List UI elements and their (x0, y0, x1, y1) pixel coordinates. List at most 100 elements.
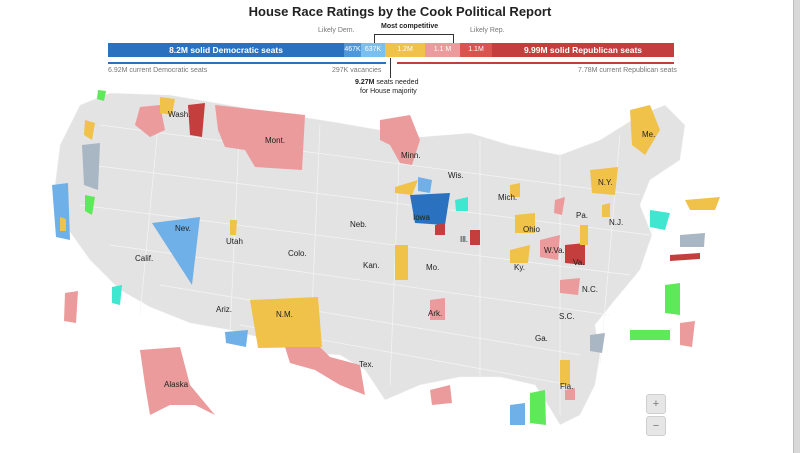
nj-yellow (602, 203, 610, 217)
ne-red-strip (670, 253, 700, 261)
mich-yellow (510, 183, 520, 197)
state-label-va: Va. (573, 258, 584, 267)
state-label-nj: N.J. (609, 218, 623, 227)
state-label-mich: Mich. (498, 193, 517, 202)
state-label-wis: Wis. (448, 171, 464, 180)
zoom-in-button[interactable]: + (646, 394, 666, 414)
state-label-mont: Mont. (265, 136, 285, 145)
bar-segment-solid-rep: 9.99M solid Republican seats (492, 43, 674, 57)
utah-yellow (230, 220, 237, 235)
likely-rep-label: Likely Rep. (470, 27, 505, 34)
majority-needed-label: 9.27M seats needed (355, 79, 418, 86)
fla-red (565, 388, 575, 400)
nm-yellow (250, 297, 322, 348)
state-label-alaska: Alaska (164, 380, 189, 389)
ill-red (470, 230, 480, 245)
bar-segment-solid-dem: 8.2M solid Democratic seats (108, 43, 344, 57)
calif-red (64, 291, 78, 323)
fla-yellow (560, 360, 570, 385)
current-rep-line (397, 62, 674, 64)
state-label-ohio: Ohio (523, 225, 540, 234)
wash-district-red (135, 105, 165, 137)
ky-yellow (510, 245, 530, 263)
most-competitive-label: Most competitive (381, 23, 439, 30)
ga-green (665, 283, 680, 315)
state-label-pa: Pa. (576, 211, 588, 220)
minn-red (380, 115, 420, 165)
zoom-out-button[interactable]: − (646, 416, 666, 436)
current-dem-line (108, 62, 386, 64)
iowa-blue (410, 193, 450, 225)
coast-yellow (84, 120, 95, 140)
wva-red (540, 235, 560, 260)
state-label-wash: Wash. (168, 110, 190, 119)
bar-segment-tossup: 1.2M (385, 43, 425, 57)
state-label-iowa: Iowa (413, 213, 430, 222)
state-label-me: Me. (642, 130, 655, 139)
ne-cyan (650, 210, 670, 230)
ny-yellow (590, 167, 618, 195)
sc-slate (590, 333, 605, 353)
state-label-calif: Calif. (135, 254, 153, 263)
page-margin (0, 0, 30, 453)
me-yellow (630, 105, 660, 155)
wis-blue (418, 177, 432, 193)
state-label-nm: N.M. (276, 310, 293, 319)
state-label-nc: N.C. (582, 285, 598, 294)
nev-blue (152, 217, 200, 285)
state-label-sc: S.C. (559, 312, 575, 321)
alaska-red (140, 347, 215, 415)
state-label-neb: Neb. (350, 220, 367, 229)
ariz-blue (225, 330, 248, 347)
majority-marker (390, 58, 391, 78)
neb-cyan (455, 197, 468, 211)
state-label-ga: Ga. (535, 334, 548, 343)
wash-district-yellow (160, 97, 175, 115)
likely-dem-label: Likely Dem. (318, 27, 355, 34)
ohio-yellow (515, 213, 535, 233)
wis-yellow (395, 180, 418, 195)
us-house-map[interactable]: Wash. Mont. Minn. Wis. Mich. N.Y. Me. Pa… (40, 85, 760, 445)
bar-segment-lean-rep: 1.1 M (425, 43, 460, 57)
va-red (565, 243, 585, 265)
iowa-red (435, 223, 445, 235)
state-label-ark: Ark. (428, 309, 442, 318)
state-label-ariz: Ariz. (216, 305, 232, 314)
bar-segment-likely-dem: 467K (344, 43, 361, 57)
calif-green (85, 195, 95, 215)
gulf-red (430, 385, 452, 405)
majority-needed-text2: for House majority (360, 88, 417, 95)
state-label-kan: Kan. (363, 261, 379, 270)
vacancies-label: 297K vacancies (332, 67, 382, 74)
ark-red (430, 298, 445, 320)
va-yellow (580, 225, 588, 245)
mont-red (215, 105, 305, 170)
current-dem-label: 6.92M current Democratic seats (108, 67, 208, 74)
nc-red (560, 278, 580, 295)
state-label-mo: Mo. (426, 263, 439, 272)
state-label-colo: Colo. (288, 249, 307, 258)
current-rep-label: 7.78M current Republican seats (578, 67, 677, 74)
ga-red (680, 321, 695, 347)
iowa-yellow-east (395, 245, 408, 280)
bar-segment-likely-rep: 1.1M (460, 43, 492, 57)
calif-cyan (112, 285, 122, 305)
state-label-minn: Minn. (401, 151, 421, 160)
gulf-green (530, 390, 546, 425)
state-label-ny: N.Y. (598, 178, 613, 187)
state-label-nev: Nev. (175, 224, 191, 233)
calif-yellow (60, 217, 66, 231)
seat-ratings-bar: 8.2M solid Democratic seats 467K 637K 1.2M 1… (108, 43, 674, 57)
wash-west-red (188, 103, 205, 137)
us-base-shape (54, 92, 686, 426)
state-label-fla: Fla. (560, 382, 573, 391)
state-label-ky: Ky. (514, 263, 525, 272)
se-green (630, 330, 670, 340)
pa-red (554, 197, 565, 215)
coast-green (97, 90, 106, 101)
state-label-wva: W.Va. (544, 246, 565, 255)
ne-yellow (685, 197, 720, 210)
state-label-utah: Utah (226, 237, 243, 246)
scrollbar-track[interactable] (794, 0, 800, 453)
gulf-blue (510, 403, 525, 425)
